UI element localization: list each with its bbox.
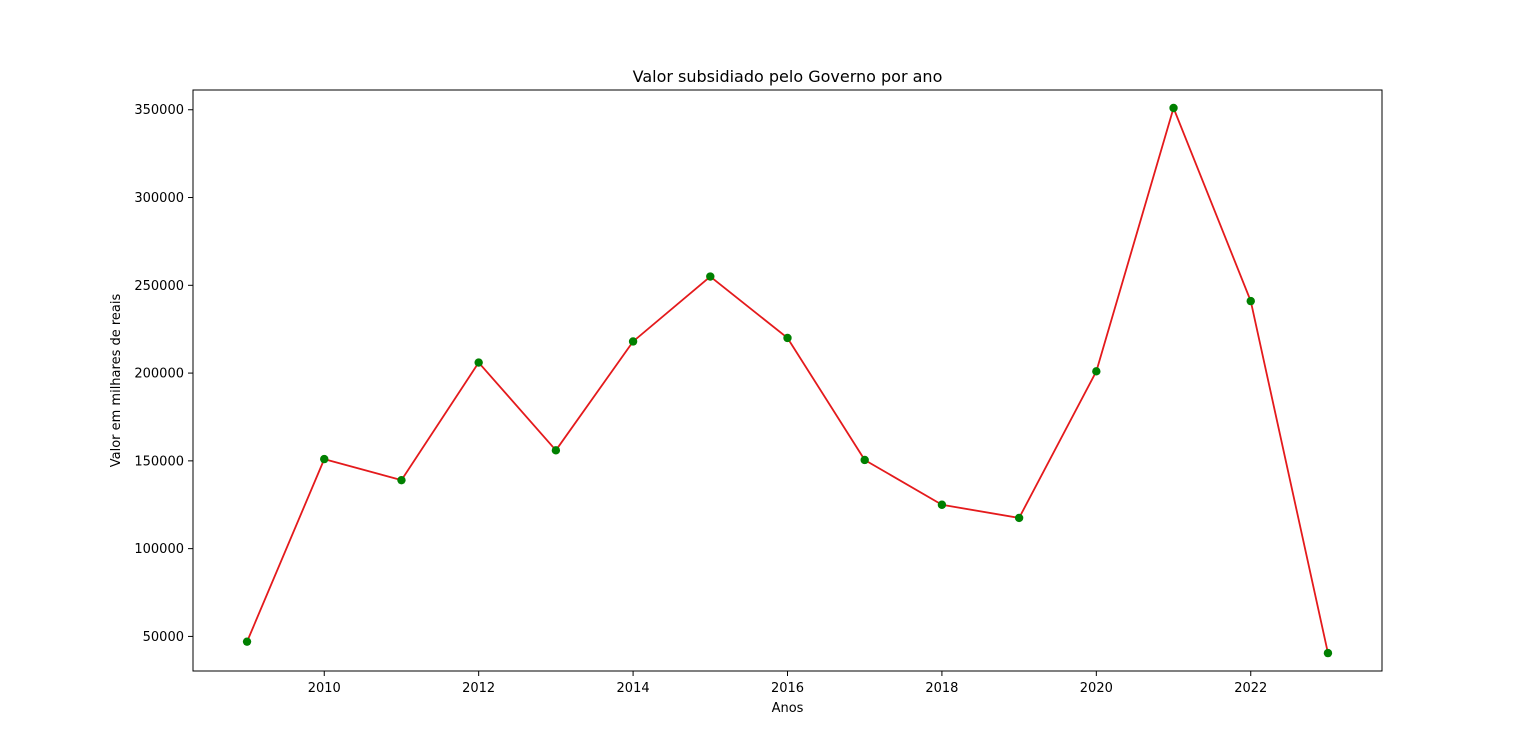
chart-title: Valor subsidiado pelo Governo por ano	[633, 67, 943, 86]
data-point	[628, 337, 638, 346]
y-axis-ticks: 50000 100000 150000 200000 250000 300000 35000…	[134, 103, 193, 645]
data-point	[474, 358, 483, 367]
data-point	[1323, 648, 1333, 658]
plot-area	[242, 103, 1333, 658]
data-point	[1169, 103, 1178, 113]
y-tick-label: 350000	[134, 103, 184, 118]
y-tick-label: 200000	[134, 367, 184, 382]
x-tick-label: 2016	[771, 681, 804, 696]
y-tick-label: 250000	[134, 279, 184, 294]
x-tick-label: 2012	[462, 681, 495, 696]
data-point	[1246, 296, 1255, 306]
data-point	[1014, 513, 1024, 523]
x-tick-label: 2022	[1234, 681, 1267, 696]
x-axis-ticks: 2010 2012 2014 2016 2018 2020 2022	[308, 671, 1267, 696]
plot-frame	[192, 89, 1383, 672]
data-point	[937, 500, 947, 509]
data-point	[706, 272, 715, 281]
data-point	[860, 455, 869, 465]
x-axis-title: Anos	[772, 701, 804, 716]
data-point	[1092, 367, 1101, 376]
x-tick-label: 2020	[1080, 681, 1113, 696]
data-point	[242, 637, 252, 646]
data-point	[397, 475, 406, 485]
y-tick-label: 150000	[134, 454, 184, 469]
y-tick-label: 300000	[134, 191, 184, 206]
y-tick-label: 100000	[134, 542, 184, 557]
x-tick-label: 2010	[308, 681, 341, 696]
y-axis-title: Valor em milhares de reais	[109, 294, 124, 468]
data-point	[551, 446, 561, 455]
data-point	[783, 333, 792, 343]
x-tick-label: 2014	[617, 681, 650, 696]
x-tick-label: 2018	[925, 681, 958, 696]
data-point	[320, 454, 329, 464]
y-tick-label: 50000	[143, 630, 184, 645]
